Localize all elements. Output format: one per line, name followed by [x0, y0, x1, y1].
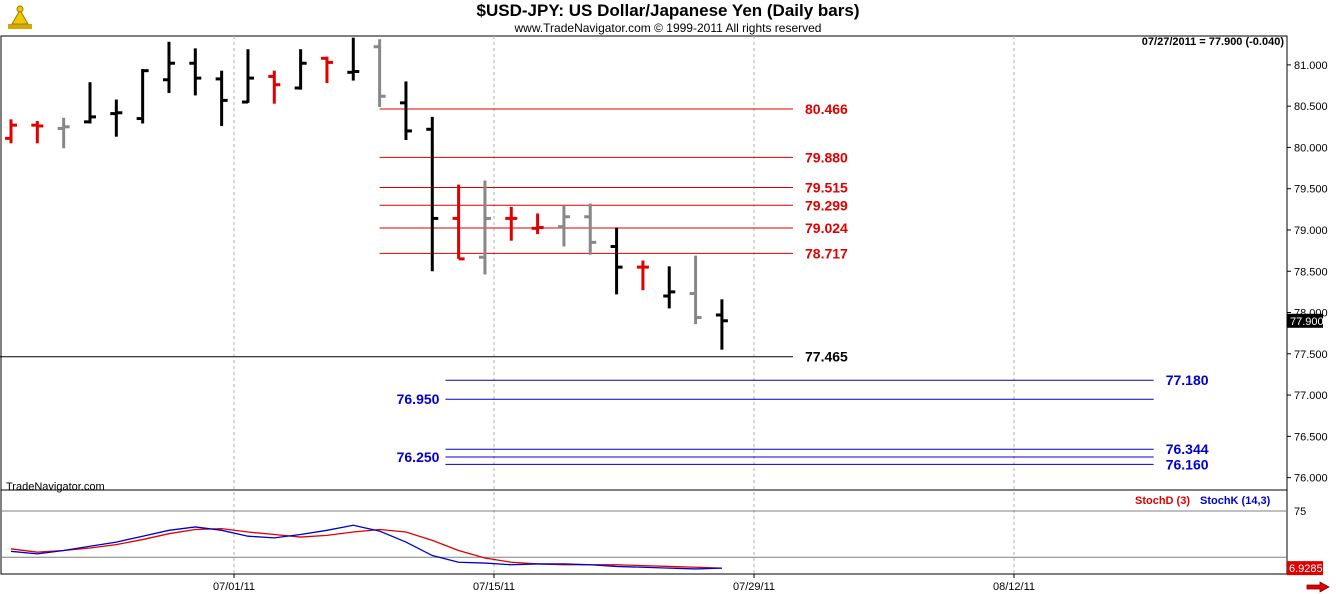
price-tick-label: 76.500	[1294, 431, 1328, 443]
copyright-notice: www.TradeNavigator.com © 1999-2011 All r…	[514, 21, 822, 35]
ohlc-bar	[531, 213, 544, 235]
stoch-tick-label: 75	[1294, 506, 1306, 518]
scroll-right-arrow-icon[interactable]	[1306, 581, 1330, 593]
ohlc-bar	[57, 117, 70, 149]
date-axis: 07/01/11 07/15/11 07/29/11 08/12/11	[213, 574, 1035, 593]
ohlc-bar	[162, 41, 175, 93]
stoch-last-box	[1287, 561, 1323, 576]
stoch-last-label: 6.9285	[1289, 563, 1323, 575]
ohlc-bar	[189, 48, 202, 96]
price-tick-label: 80.500	[1294, 101, 1328, 113]
ohlc-bar	[373, 39, 386, 107]
ohlc-bar	[426, 116, 439, 272]
level-label: 79.880	[805, 149, 848, 165]
price-grid	[0, 35, 1288, 575]
date-tick-label: 07/01/11	[213, 581, 255, 593]
price-tick-label: 80.000	[1294, 142, 1328, 154]
stochk-line	[10, 524, 722, 570]
stoch-axis: 75 6.9285	[1287, 506, 1323, 576]
price-axis: 81.00080.50080.00079.50079.00078.50078.0…	[1287, 60, 1328, 485]
brand-watermark: TradeNavigator.com	[6, 481, 105, 493]
tradenavigator-logo-icon	[8, 5, 32, 29]
level-label: 76.160	[1166, 456, 1209, 472]
last-price-label: 77.900	[1290, 316, 1324, 328]
last-price-box	[1287, 313, 1323, 328]
ohlc-bar	[5, 119, 17, 144]
ohlc-bar	[241, 49, 254, 104]
level-label: 79.515	[805, 179, 848, 195]
level-label: 77.180	[1166, 372, 1209, 388]
level-label: 76.250	[397, 449, 440, 465]
ohlc-bar	[478, 180, 491, 275]
ohlc-bar	[505, 206, 518, 241]
ohlc-bar	[452, 184, 465, 261]
price-tick-label: 79.000	[1294, 225, 1328, 237]
ohlc-bar	[636, 260, 649, 291]
ohlc-bar	[557, 206, 570, 247]
date-tick-label: 08/12/11	[993, 581, 1035, 593]
level-label: 79.024	[805, 220, 848, 236]
legend-stochd: StochD (3)	[1135, 495, 1190, 507]
date-tick-label: 07/29/11	[733, 581, 775, 593]
price-bars	[5, 37, 728, 350]
ohlc-bar	[110, 99, 123, 137]
ohlc-bar	[320, 56, 333, 84]
level-label: 76.344	[1166, 441, 1209, 457]
ohlc-bar	[347, 37, 360, 81]
price-tick-label: 78.500	[1294, 266, 1328, 278]
last-quote: 07/27/2011 = 77.900 (-0.040)	[1141, 36, 1284, 48]
price-tick-label: 79.500	[1294, 184, 1328, 196]
ohlc-bar	[83, 82, 96, 124]
price-tick-label: 77.000	[1294, 390, 1328, 402]
ohlc-bar	[663, 266, 676, 309]
ohlc-bar	[584, 203, 597, 255]
price-tick-label: 81.000	[1294, 60, 1328, 72]
level-label: 79.299	[805, 197, 848, 213]
ohlc-bar	[136, 69, 149, 124]
price-levels: 80.466 79.880 79.515 79.299 79.024 78.717 77.4…	[0, 101, 1209, 472]
stochd-line	[10, 527, 722, 569]
stochastic-lines	[10, 524, 722, 570]
date-tick-label: 07/15/11	[473, 581, 515, 593]
price-tick-label: 76.000	[1294, 473, 1328, 485]
level-label: 76.950	[397, 391, 440, 407]
level-label: 80.466	[805, 101, 848, 117]
ohlc-bar	[215, 70, 228, 126]
ohlc-bar	[610, 227, 623, 295]
ohlc-bar	[294, 49, 307, 90]
ohlc-bar	[268, 70, 281, 104]
stoch-grid	[1, 510, 1287, 558]
chart-title: $USD-JPY: US Dollar/Japanese Yen (Daily …	[476, 1, 860, 20]
ohlc-bar	[399, 81, 412, 141]
plot-frame	[0, 35, 1288, 575]
legend-stochk: StochK (14,3)	[1200, 495, 1271, 507]
ohlc-bar	[689, 255, 702, 325]
level-label: 78.717	[805, 245, 848, 261]
level-label: 77.465	[805, 349, 848, 365]
ohlc-bar	[31, 121, 44, 144]
ohlc-bar	[715, 299, 728, 350]
price-tick-label: 77.500	[1294, 349, 1328, 361]
